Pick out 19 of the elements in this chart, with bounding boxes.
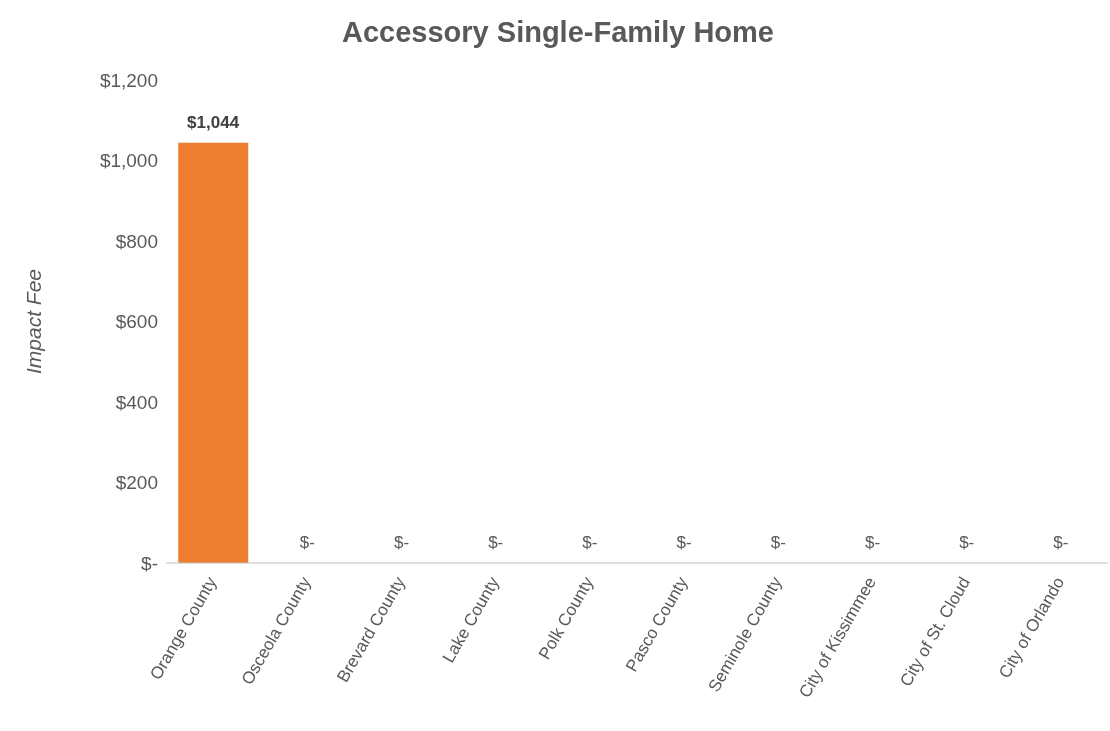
data-label: $-	[863, 533, 882, 553]
data-label: $-	[581, 533, 599, 553]
y-axis-title: Impact Fee	[22, 268, 46, 375]
data-label: $1,044	[186, 112, 241, 133]
data-label: $-	[298, 533, 316, 553]
data-label: $-	[1052, 533, 1070, 553]
data-label: $-	[487, 533, 505, 553]
data-label: $-	[769, 533, 787, 553]
data-label: $-	[675, 533, 693, 553]
y-tick-label: $800	[115, 230, 158, 252]
data-label: $-	[958, 533, 976, 553]
y-tick-label: $400	[115, 391, 158, 413]
chart-title: Accessory Single-Family Home	[341, 16, 775, 49]
data-label: $-	[392, 533, 411, 553]
y-tick-label: $600	[115, 311, 158, 333]
y-tick-label: $-	[141, 552, 158, 574]
y-tick-label: $200	[115, 472, 158, 494]
y-tick-label: $1,000	[99, 150, 158, 172]
y-tick-label: $1,200	[99, 69, 158, 91]
